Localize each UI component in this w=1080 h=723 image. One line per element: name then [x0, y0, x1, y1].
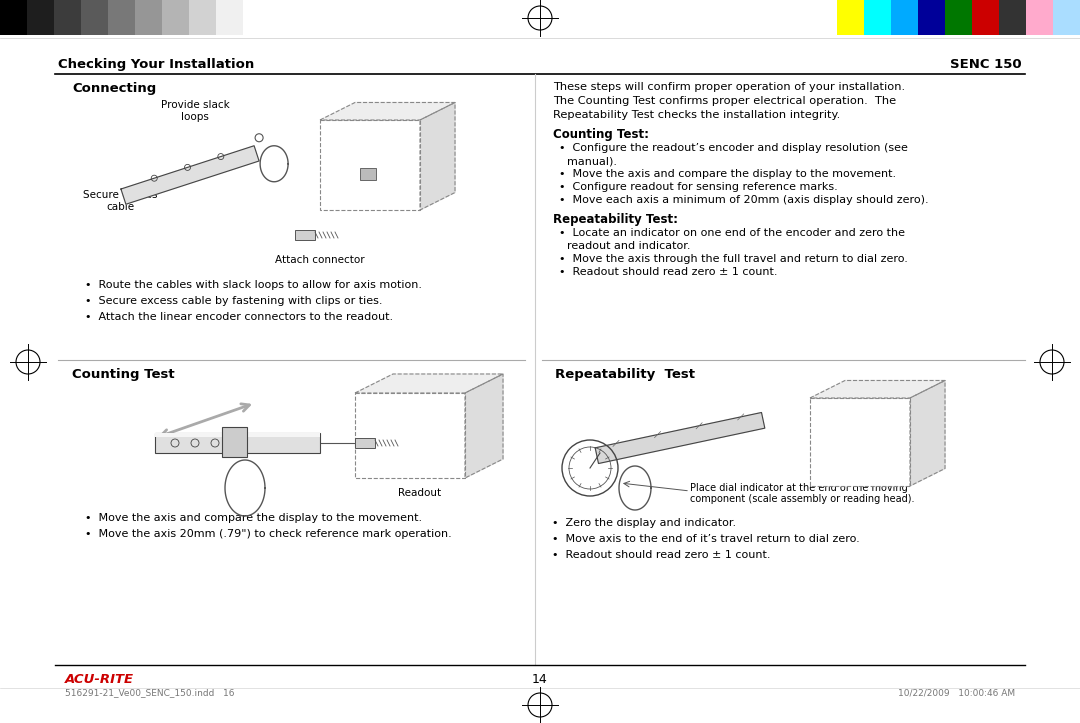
Bar — [156, 433, 320, 437]
Text: •  Zero the display and indicator.: • Zero the display and indicator. — [552, 518, 737, 528]
Text: •  Move the axis and compare the display to the movement.: • Move the axis and compare the display … — [559, 169, 896, 179]
Polygon shape — [810, 380, 945, 398]
Text: These steps will confirm proper operation of your installation.: These steps will confirm proper operatio… — [553, 82, 905, 92]
Bar — [27, 0, 54, 35]
Text: component (scale assembly or reading head).: component (scale assembly or reading hea… — [690, 494, 915, 504]
Text: •  Readout should read zero ± 1 count.: • Readout should read zero ± 1 count. — [559, 267, 778, 277]
Text: •  Move the axis and compare the display to the movement.: • Move the axis and compare the display … — [85, 513, 422, 523]
Text: The Counting Test confirms proper electrical operation.  The: The Counting Test confirms proper electr… — [553, 96, 896, 106]
Bar — [222, 427, 247, 457]
Text: manual).: manual). — [567, 156, 617, 166]
Text: Repeatability  Test: Repeatability Test — [555, 368, 696, 381]
Polygon shape — [355, 374, 503, 393]
Text: SENC 150: SENC 150 — [950, 58, 1022, 71]
Bar — [135, 0, 162, 35]
Text: 10/22/2009   10:00:46 AM: 10/22/2009 10:00:46 AM — [897, 688, 1015, 697]
Bar — [945, 0, 972, 35]
Polygon shape — [320, 103, 455, 120]
Bar — [1053, 0, 1080, 35]
Polygon shape — [465, 374, 503, 478]
Bar — [355, 438, 375, 448]
Bar — [972, 0, 999, 35]
Text: ACU-RITE: ACU-RITE — [65, 673, 134, 686]
Text: •  Move each axis a minimum of 20mm (axis display should zero).: • Move each axis a minimum of 20mm (axis… — [559, 195, 929, 205]
Text: Provide slack
loops: Provide slack loops — [161, 100, 229, 121]
Text: •  Move axis to the end of it’s travel return to dial zero.: • Move axis to the end of it’s travel re… — [552, 534, 860, 544]
Bar — [295, 230, 315, 240]
Text: Repeatability Test:: Repeatability Test: — [553, 213, 678, 226]
Bar — [1026, 0, 1053, 35]
Text: Attach connector: Attach connector — [275, 255, 365, 265]
Bar — [810, 398, 910, 486]
Text: 14: 14 — [532, 673, 548, 686]
Bar — [108, 0, 135, 35]
Text: •  Configure the readout’s encoder and display resolution (see: • Configure the readout’s encoder and di… — [559, 143, 908, 153]
Text: •  Attach the linear encoder connectors to the readout.: • Attach the linear encoder connectors t… — [85, 312, 393, 322]
Text: •  Move the axis 20mm (.79") to check reference mark operation.: • Move the axis 20mm (.79") to check ref… — [85, 529, 451, 539]
Bar — [355, 393, 465, 478]
Text: 516291-21_Ve00_SENC_150.indd   16: 516291-21_Ve00_SENC_150.indd 16 — [65, 688, 234, 697]
Text: •  Route the cables with slack loops to allow for axis motion.: • Route the cables with slack loops to a… — [85, 280, 422, 290]
Bar — [999, 0, 1026, 35]
Bar — [891, 0, 918, 35]
Text: readout and indicator.: readout and indicator. — [567, 241, 690, 251]
Text: •  Locate an indicator on one end of the encoder and zero the: • Locate an indicator on one end of the … — [559, 228, 905, 238]
Text: Counting Test:: Counting Test: — [553, 128, 649, 141]
Bar — [0, 0, 27, 35]
Bar — [320, 120, 420, 210]
Polygon shape — [910, 380, 945, 486]
Text: •  Secure excess cable by fastening with clips or ties.: • Secure excess cable by fastening with … — [85, 296, 382, 306]
Bar — [54, 0, 81, 35]
Bar — [162, 0, 189, 35]
Bar — [918, 0, 945, 35]
Text: Connecting: Connecting — [72, 82, 157, 95]
Text: Counting Test: Counting Test — [72, 368, 175, 381]
Polygon shape — [420, 103, 455, 210]
Text: Readout: Readout — [399, 488, 442, 498]
Bar — [189, 0, 216, 35]
Text: Place dial indicator at the end of the moving: Place dial indicator at the end of the m… — [690, 483, 908, 493]
Polygon shape — [121, 146, 259, 204]
Text: Secure excess
cable: Secure excess cable — [83, 190, 158, 212]
Bar — [81, 0, 108, 35]
Text: Checking Your Installation: Checking Your Installation — [58, 58, 254, 71]
Bar — [837, 0, 864, 35]
Text: Repeatability Test checks the installation integrity.: Repeatability Test checks the installati… — [553, 110, 840, 120]
Text: •  Move the axis through the full travel and return to dial zero.: • Move the axis through the full travel … — [559, 254, 908, 264]
Text: •  Configure readout for sensing reference marks.: • Configure readout for sensing referenc… — [559, 182, 838, 192]
Bar — [156, 433, 320, 453]
Bar — [216, 0, 243, 35]
Bar — [864, 0, 891, 35]
Bar — [360, 168, 376, 180]
Polygon shape — [595, 413, 765, 463]
Text: •  Readout should read zero ± 1 count.: • Readout should read zero ± 1 count. — [552, 550, 770, 560]
